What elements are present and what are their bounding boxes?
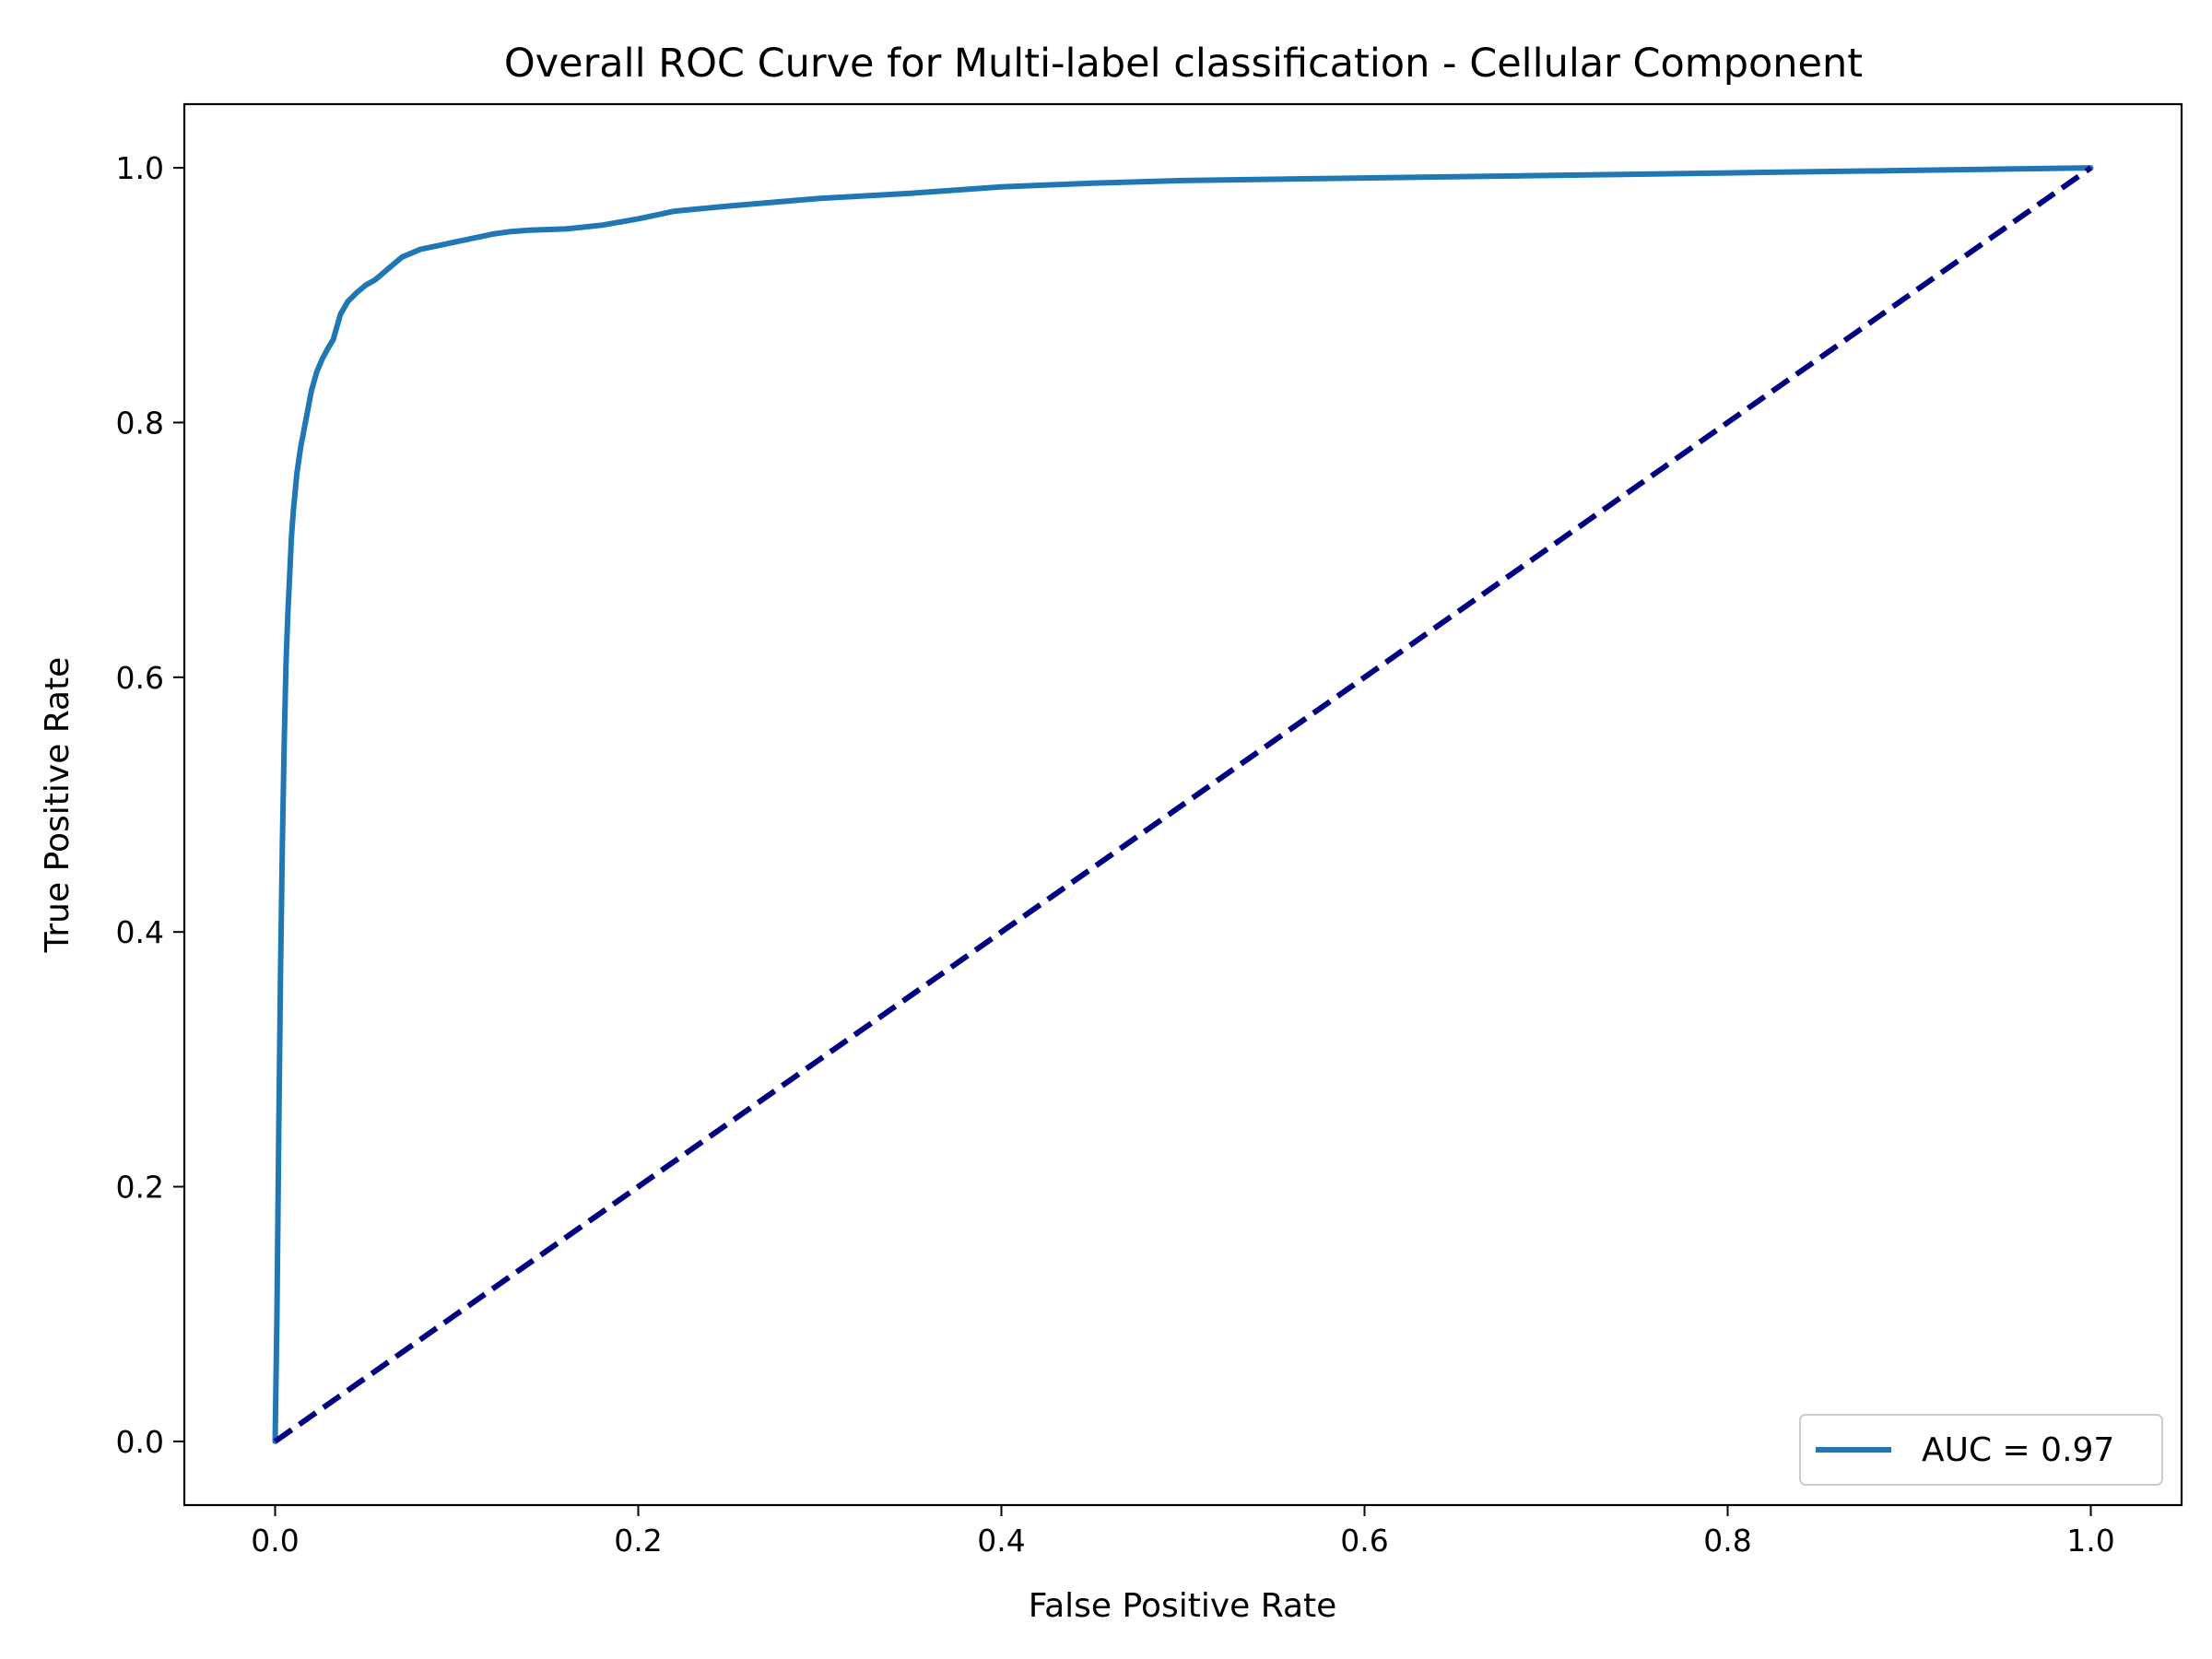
x-tick-label: 1.0 [2066,1523,2114,1559]
legend-box [1799,1414,2163,1486]
y-tick-label: 0.2 [116,1170,164,1206]
diagonal-reference-line [273,165,2093,1444]
y-tick-label: 0.6 [116,660,164,696]
y-axis-title: True Positive Rate [39,657,76,954]
axes-frame [182,102,2183,1507]
roc-curve-line [272,165,2094,1444]
chart-title: Overall ROC Curve for Multi-label classi… [504,41,1863,87]
y-tick-label: 0.4 [116,914,164,950]
y-tick-label: 0.0 [116,1424,164,1460]
legend: AUC = 0.97 [1799,1414,2163,1486]
series-layer [272,165,2094,1444]
x-tick-label: 0.2 [614,1523,662,1559]
y-tick-label: 0.8 [116,405,164,441]
x-axis-title: False Positive Rate [1029,1587,1337,1625]
legend-label-auc: AUC = 0.97 [1922,1431,2114,1469]
y-tick-label: 1.0 [116,150,164,186]
y-axis-ticks: 0.0 0.2 0.4 0.6 0.8 1.0 [116,150,184,1460]
x-tick-label: 0.6 [1340,1523,1388,1559]
x-tick-label: 0.4 [977,1523,1025,1559]
x-axis-ticks: 0.0 0.2 0.4 0.6 0.8 1.0 [251,1505,2115,1559]
x-tick-label: 0.8 [1703,1523,1751,1559]
x-tick-label: 0.0 [251,1523,299,1559]
